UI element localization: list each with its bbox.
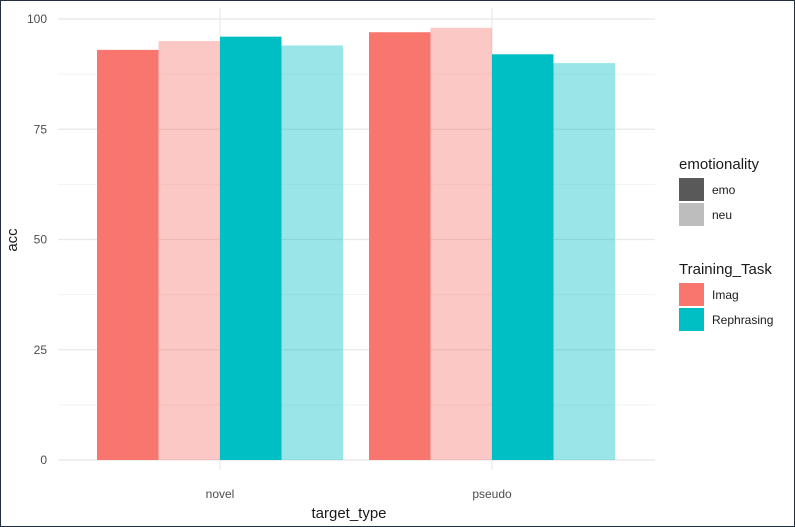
legend-emotionality: emotionality emo neu xyxy=(679,156,760,226)
legend-label: Imag xyxy=(712,288,739,302)
legend-key xyxy=(679,283,704,306)
bar-pseudo-rephrasing-neu xyxy=(553,63,615,460)
y-tick-label: 75 xyxy=(34,122,48,136)
bar-novel-rephrasing-neu xyxy=(281,45,343,461)
bar-novel-imag-neu xyxy=(158,41,220,461)
bar-pseudo-imag-emo xyxy=(369,32,431,460)
y-tick-label: 50 xyxy=(34,233,48,247)
legend-label: emo xyxy=(712,183,736,197)
bar-pseudo-imag-neu xyxy=(430,27,492,460)
legend-key xyxy=(679,308,704,331)
bar-pseudo-rephrasing-emo xyxy=(492,54,554,460)
x-tick-label: novel xyxy=(206,487,235,501)
legend-title: Training_Task xyxy=(679,261,772,278)
legend-key xyxy=(679,203,704,226)
bar-novel-rephrasing-emo xyxy=(220,36,282,460)
legend-label: neu xyxy=(712,208,732,222)
x-axis-title: target_type xyxy=(311,505,386,522)
legend-key xyxy=(679,178,704,201)
legend-label: Rephrasing xyxy=(712,313,773,327)
y-tick-label: 25 xyxy=(34,343,48,357)
legend-title: emotionality xyxy=(679,156,760,173)
legends: emotionality emo neu Training_Task Imag Rephr… xyxy=(679,156,773,331)
y-axis-title: acc xyxy=(4,228,21,252)
x-tick-labels: novel pseudo xyxy=(206,487,512,501)
legend-training-task: Training_Task Imag Rephrasing xyxy=(679,261,773,331)
bars xyxy=(97,27,615,461)
x-tick-label: pseudo xyxy=(472,487,512,501)
y-tick-label: 0 xyxy=(40,453,47,467)
y-tick-label: 100 xyxy=(27,12,47,26)
bar-novel-imag-emo xyxy=(97,49,159,461)
y-tick-labels: 0 25 50 75 100 xyxy=(27,12,47,467)
